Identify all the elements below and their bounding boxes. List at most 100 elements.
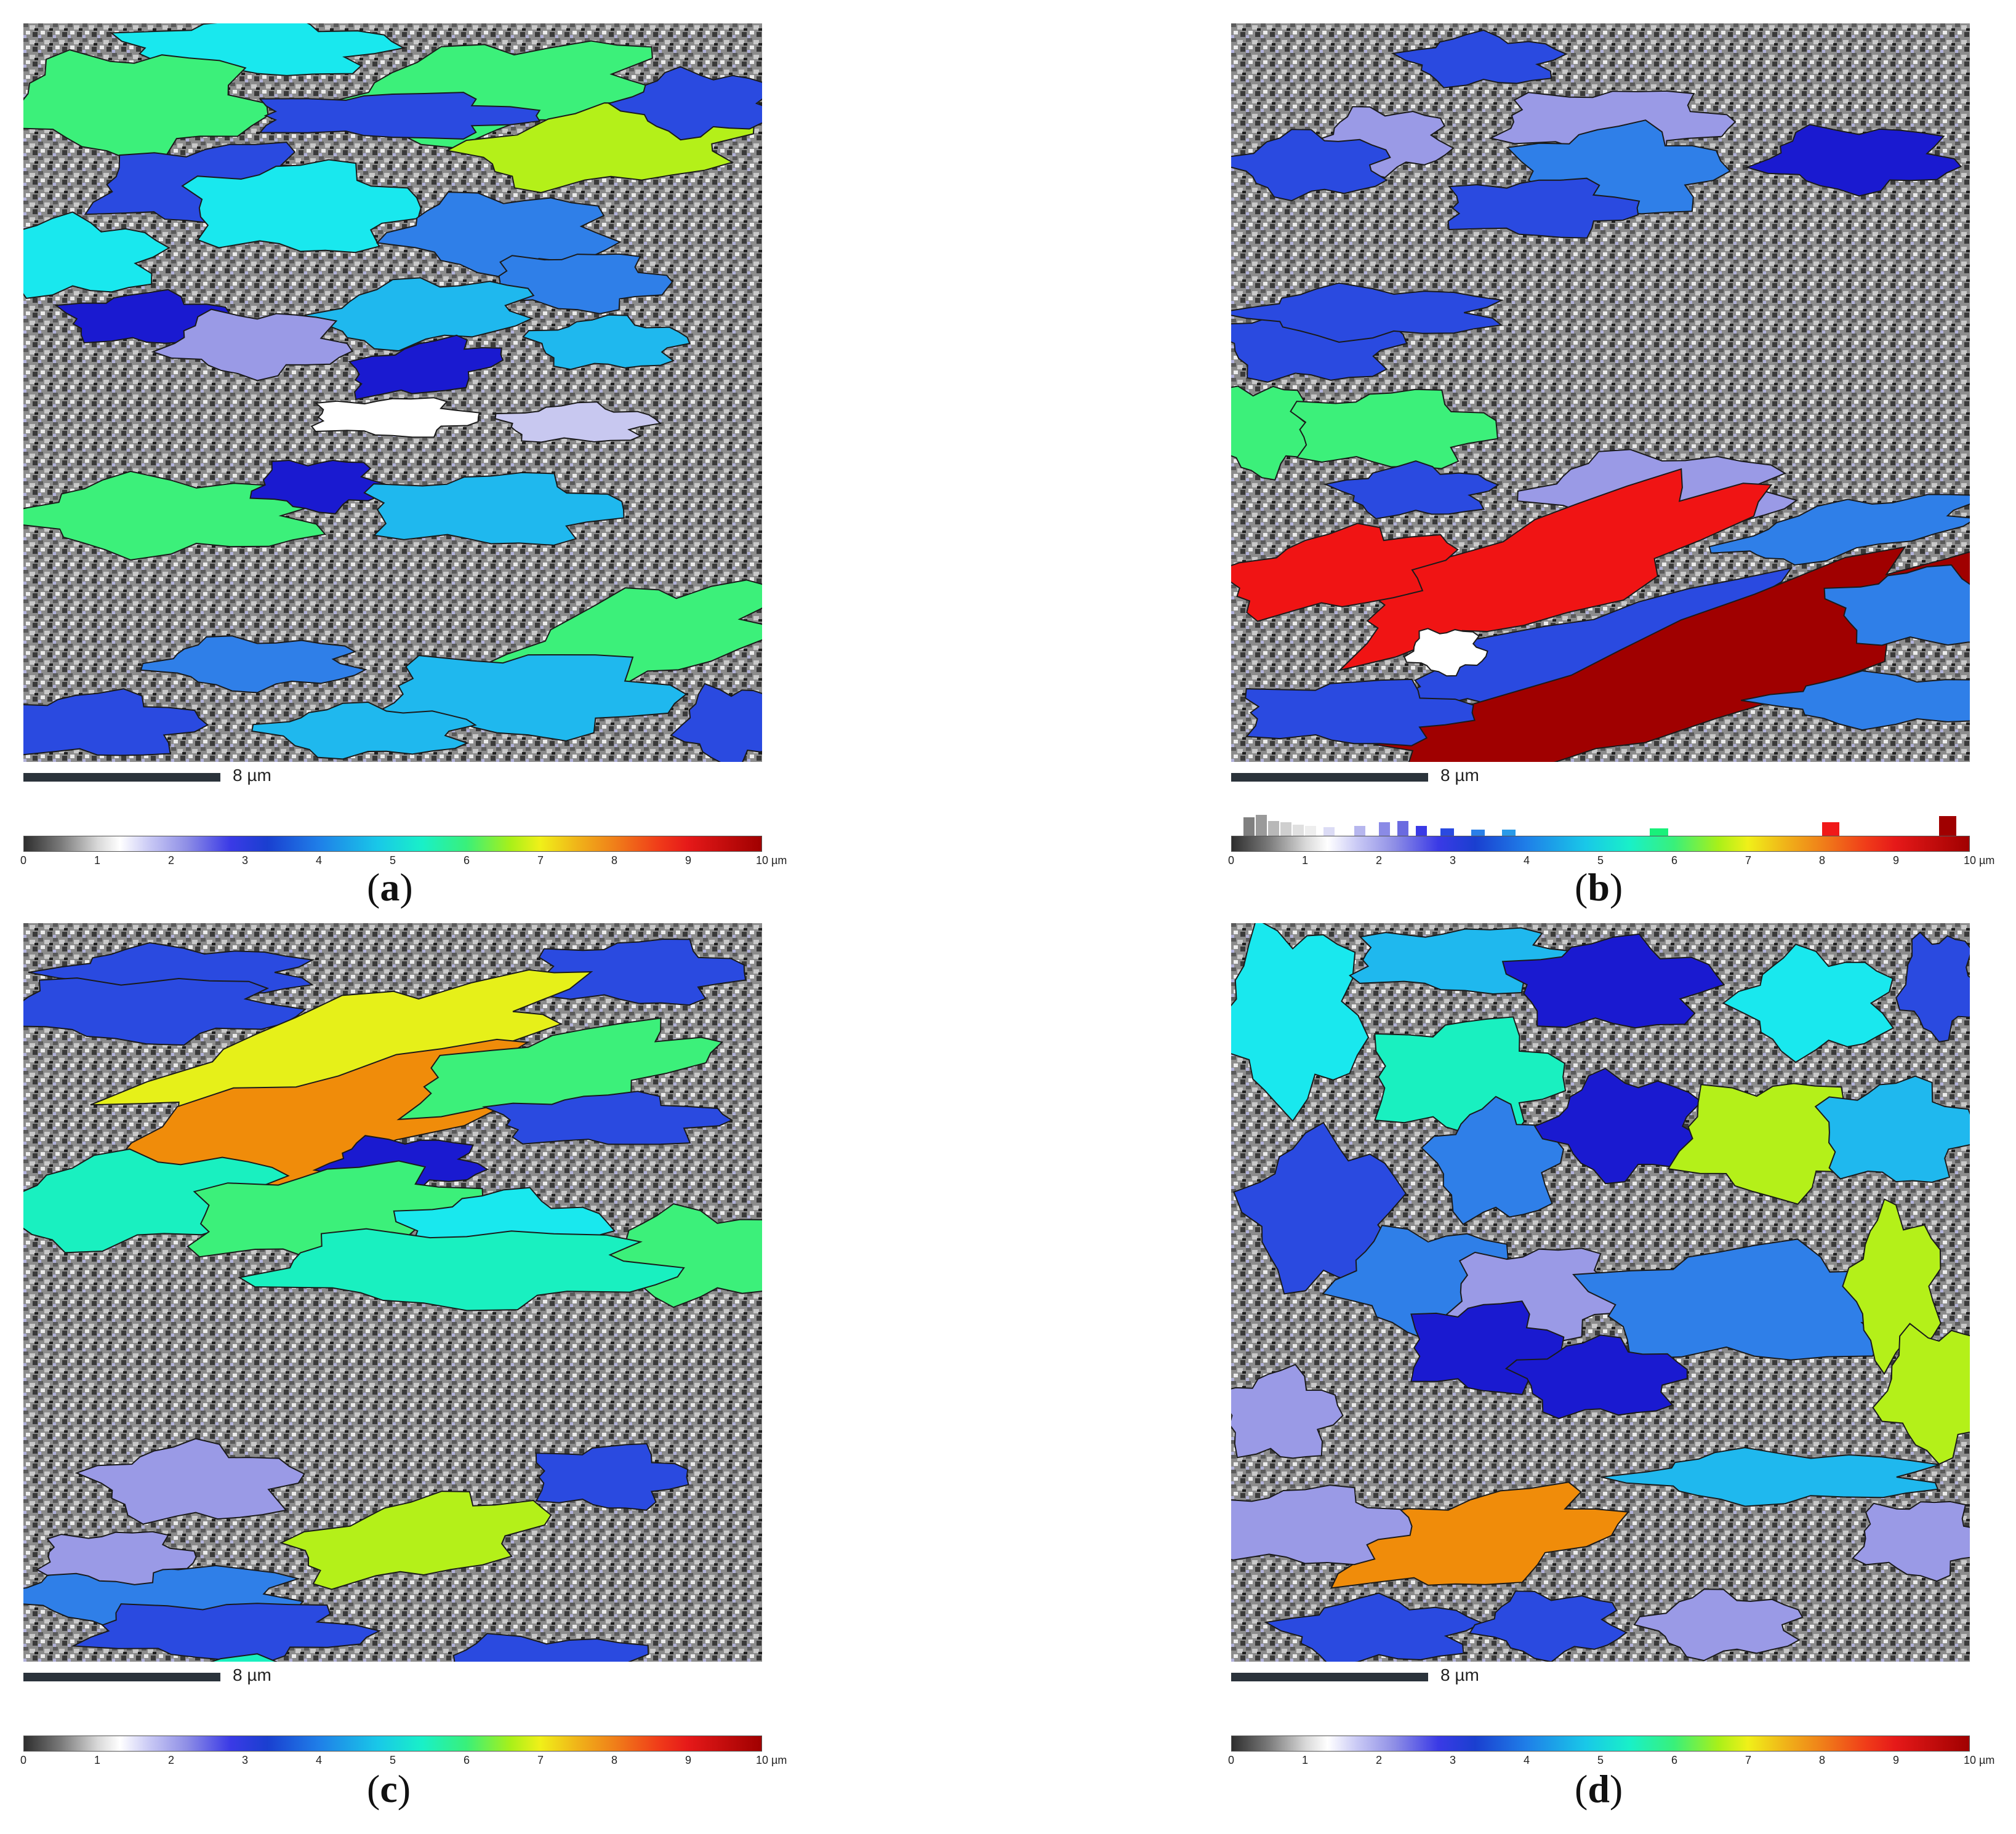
grain: [1231, 923, 1370, 1123]
legend-tick-label: 0: [20, 854, 27, 867]
grain: [1852, 1500, 1970, 1582]
grain: [1290, 388, 1498, 470]
legend-tick-label: 3: [241, 1754, 249, 1766]
grain: [238, 1228, 685, 1311]
grain: [23, 688, 209, 756]
legend-tick-label: 8: [611, 1754, 618, 1766]
legend-tick-label: 8: [1818, 854, 1826, 867]
grain: [1600, 1447, 1940, 1507]
grain: [1420, 1095, 1564, 1225]
legend-tick-label: 0: [1227, 1754, 1235, 1766]
legend-tick-label: 1: [94, 1754, 101, 1766]
grain: [1447, 177, 1641, 239]
grain: [1231, 1363, 1344, 1459]
scale-bar: [23, 1673, 220, 1681]
legend-tick-label: 1: [1301, 854, 1309, 867]
legend-tick-label: 9: [1892, 1754, 1900, 1766]
grain: [279, 1491, 552, 1590]
legend-tick-label: 9: [685, 1754, 692, 1766]
grain: [259, 92, 541, 140]
legend-ticks: 0 1 2 3 4 5 6 7 8 9 10 µm: [20, 1752, 799, 1770]
grain: [1745, 124, 1962, 197]
legend-tick-label: 4: [1523, 854, 1530, 867]
legend-tick-label: 7: [537, 1754, 544, 1766]
grain: [1633, 1588, 1804, 1662]
grain-map-a: [23, 23, 762, 762]
grain: [251, 701, 477, 760]
grain: [1572, 1238, 1937, 1361]
grain-map-b: [1231, 23, 1970, 762]
grain: [1872, 1323, 1970, 1465]
grain: [1533, 1067, 1704, 1185]
grain-size-color-legend: [23, 1736, 762, 1752]
panel-d: 8 µm 0 1 2 3 4 5 6 7 8 9 10 µm: [1228, 923, 1994, 1809]
legend-tick-label: 10 µm: [1964, 1754, 1995, 1766]
grain: [71, 1603, 382, 1662]
legend-tick-label: 5: [1597, 854, 1604, 867]
grain: [1323, 460, 1500, 519]
legend-tick-label: 2: [1375, 1754, 1383, 1766]
grain: [1373, 546, 1970, 762]
grain: [481, 253, 673, 314]
grain: [23, 470, 328, 561]
grain-size-color-legend: [23, 836, 762, 852]
legend-tick-label: 5: [389, 1754, 396, 1766]
grain: [1501, 933, 1725, 1029]
grain: [1245, 678, 1476, 747]
grain: [1338, 468, 1773, 671]
legend-tick-label: 4: [1523, 1754, 1530, 1766]
scale-bar-label: 8 µm: [1440, 1665, 1479, 1684]
grain: [23, 977, 307, 1046]
legend-tick-label: 2: [1375, 854, 1383, 867]
grain: [140, 635, 367, 694]
grain-map-c: [23, 923, 762, 1662]
scale-bar-label: 8 µm: [1440, 766, 1479, 785]
scale-bar: [23, 773, 220, 782]
grain: [363, 471, 625, 546]
grain-size-color-legend: [1231, 836, 1970, 852]
legend-tick-label: 9: [1892, 854, 1900, 867]
legend-tick-label: 2: [167, 1754, 175, 1766]
grain-size-histogram: [1231, 814, 1970, 836]
grain: [481, 1091, 733, 1145]
caption-a: (a): [367, 865, 413, 909]
grain: [1231, 523, 1459, 622]
grain: [74, 1438, 305, 1525]
panel-b: 8 µm 0 1 2 3 4 5 6 7 8 9 10 µm: [1228, 23, 1994, 910]
legend-tick-label: 1: [1301, 1754, 1309, 1766]
grain: [1468, 1590, 1628, 1662]
legend-ticks: 0 1 2 3 4 5 6 7 8 9 10 µm: [20, 852, 799, 870]
legend-tick-label: 6: [1671, 1754, 1678, 1766]
grain: [209, 1653, 278, 1662]
grain: [670, 683, 762, 762]
grain: [1814, 1075, 1970, 1183]
grain: [151, 308, 353, 382]
grain: [1741, 670, 1970, 731]
grain: [1231, 129, 1391, 202]
grain: [396, 1017, 724, 1121]
caption-d: (d): [1575, 1767, 1623, 1811]
scale-bar-label: 8 µm: [233, 766, 271, 785]
legend-tick-label: 9: [685, 854, 692, 867]
grain-map-d: [1231, 923, 1970, 1662]
grain: [1231, 1484, 1413, 1566]
grain: [35, 1531, 197, 1585]
grain: [1231, 282, 1504, 343]
legend-tick-label: 7: [537, 854, 544, 867]
scale-bar: [1231, 1673, 1428, 1681]
legend-tick-label: 7: [1745, 1754, 1752, 1766]
legend-tick-label: 2: [167, 854, 175, 867]
grain: [23, 211, 171, 299]
legend-tick-label: 0: [20, 1754, 27, 1766]
legend-tick-label: 10 µm: [756, 854, 787, 867]
legend-tick-label: 8: [1818, 1754, 1826, 1766]
legend-tick-label: 0: [1227, 854, 1235, 867]
legend-tick-label: 3: [241, 854, 249, 867]
legend-ticks: 0 1 2 3 4 5 6 7 8 9 10 µm: [1227, 852, 2007, 870]
grain: [1722, 943, 1895, 1063]
legend-ticks: 0 1 2 3 4 5 6 7 8 9 10 µm: [1227, 1752, 2007, 1770]
caption-b: (b): [1575, 865, 1623, 909]
panel-a: 8 µm 0 1 2 3 4 5 6 7 8 9 10 µm: [20, 23, 787, 910]
grain: [1708, 494, 1970, 566]
grain: [1404, 628, 1488, 677]
